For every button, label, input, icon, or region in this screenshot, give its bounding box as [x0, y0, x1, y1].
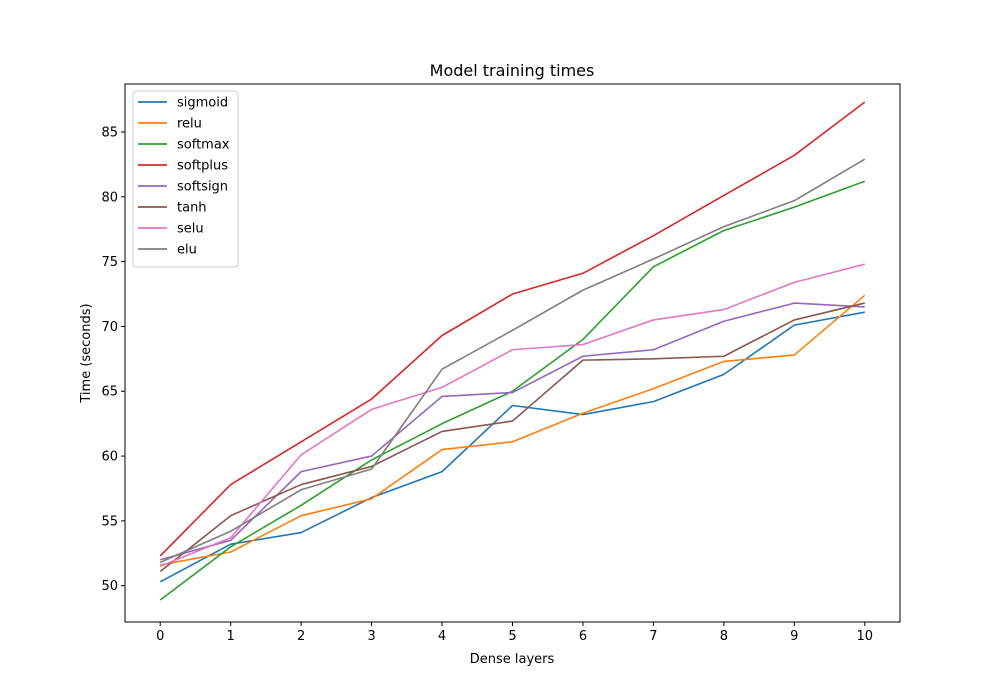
x-tick-label-8: 8	[720, 629, 728, 644]
y-tick-label-80: 80	[101, 190, 118, 205]
plot-area: 0 1 2 3 4 5 6 7 8 9 10 50 55 60 65 70 75 80 85 sigmoid relu s…	[101, 83, 901, 644]
x-axis-label: Dense layers	[470, 652, 555, 667]
x-tick-label-1: 1	[227, 629, 235, 644]
series-line-relu	[160, 294, 866, 566]
series-line-softplus	[159, 101, 866, 557]
y-tick-label-70: 70	[101, 320, 118, 335]
y-tick-label-55: 55	[101, 514, 118, 529]
chart-title: Model training times	[430, 61, 595, 80]
series-line-selu	[159, 263, 865, 568]
legend-label-selu: selu	[177, 222, 204, 237]
x-tick-label-0: 0	[156, 629, 164, 644]
x-tick-label-5: 5	[508, 629, 516, 644]
x-tick-label-7: 7	[649, 629, 657, 644]
y-tick-label-75: 75	[101, 255, 118, 270]
series-line-softmax	[159, 180, 866, 601]
legend-label-softplus: softplus	[177, 159, 228, 174]
legend-label-elu: elu	[177, 243, 197, 258]
series-line-elu	[159, 158, 866, 564]
x-tick-label-2: 2	[297, 629, 305, 644]
x-tick-label-3: 3	[367, 629, 375, 644]
legend-label-softsign: softsign	[177, 180, 228, 195]
x-tick-label-6: 6	[579, 629, 587, 644]
series-line-sigmoid	[159, 311, 865, 583]
x-tick-label-10: 10	[856, 629, 873, 644]
legend-box	[132, 90, 239, 268]
x-tick-label-4: 4	[438, 629, 446, 644]
legend-label-relu: relu	[177, 117, 202, 132]
series-line-tanh	[159, 302, 865, 573]
y-tick-label-60: 60	[101, 450, 118, 465]
x-tick-label-9: 9	[790, 629, 798, 644]
legend-label-sigmoid: sigmoid	[177, 96, 228, 111]
y-axis-label: Time (seconds)	[79, 303, 94, 403]
legend-label-tanh: tanh	[177, 201, 207, 216]
y-tick-label-85: 85	[101, 125, 118, 140]
legend-label-softmax: softmax	[177, 138, 230, 153]
y-tick-label-65: 65	[101, 385, 118, 400]
y-tick-label-50: 50	[101, 579, 118, 594]
